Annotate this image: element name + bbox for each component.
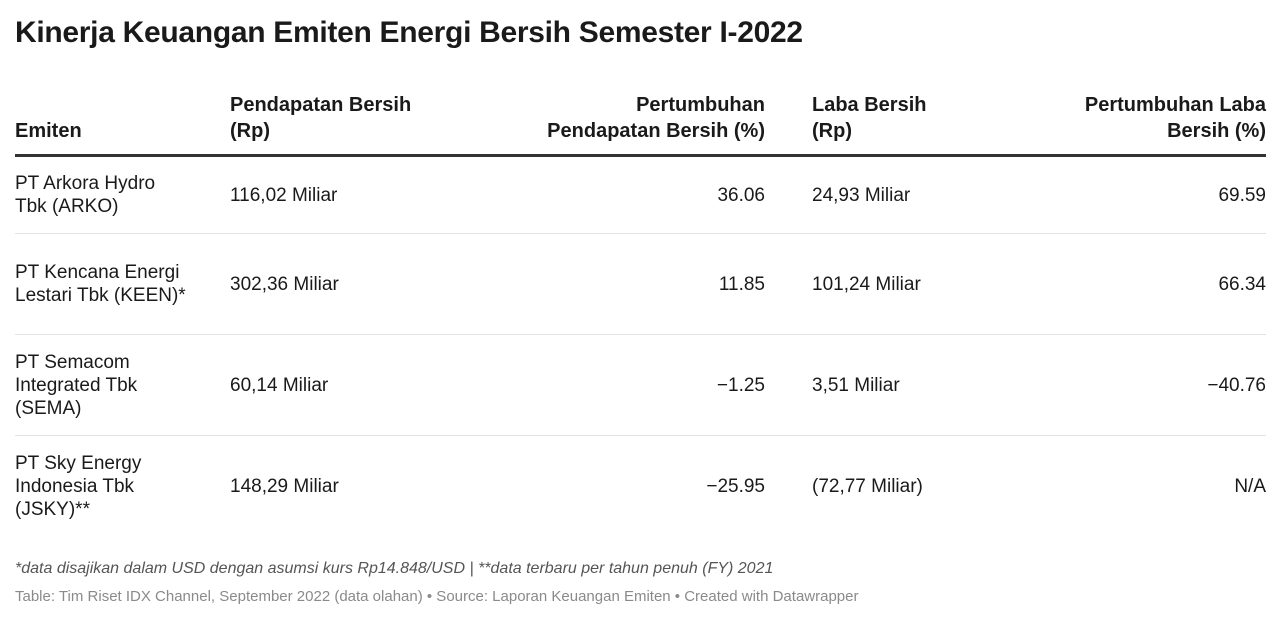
cell-laba: (72,77 Miliar) (812, 475, 923, 497)
cell-pertumbuhan-pendapatan: −25.95 (706, 475, 765, 497)
cell-pertumbuhan-laba: 69.59 (995, 155, 1266, 234)
source-line: Table: Tim Riset IDX Channel, September … (15, 587, 859, 605)
cell-pertumbuhan-pendapatan: 11.85 (525, 233, 765, 335)
cell-pertumbuhan-pendapatan: −1.25 (525, 334, 765, 436)
header-emiten[interactable]: Emiten (15, 92, 230, 157)
cell-laba: 24,93 Miliar (765, 155, 995, 234)
table-container: Kinerja Keuangan Emiten Energi Bersih Se… (15, 14, 1266, 607)
cell-pertumbuhan-laba: N/A (1234, 475, 1266, 497)
header-pertumbuhan-laba[interactable]: Pertumbuhan Laba Bersih (%) (995, 92, 1266, 157)
table-row: PT Arkora Hydro Tbk (ARKO) 116,02 Miliar… (15, 155, 1266, 234)
cell-emiten: PT Semacom Integrated Tbk (SEMA) (15, 334, 230, 436)
cell-pendapatan: 148,29 Miliar (230, 475, 339, 497)
header-row: Emiten Pendapatan Bersih (Rp) Pertumbuha… (15, 92, 1266, 157)
cell-pendapatan: 116,02 Miliar (230, 155, 525, 234)
header-pertumbuhan-pendapatan[interactable]: Pertumbuhan Pendapatan Bersih (%) (525, 92, 765, 157)
cell-pendapatan: 302,36 Miliar (230, 233, 525, 335)
cell-emiten: PT Kencana Energi Lestari Tbk (KEEN)* (15, 233, 230, 335)
cell-laba: 3,51 Miliar (765, 334, 995, 436)
cell-emiten: PT Sky Energy Indonesia Tbk (JSKY)** (15, 452, 142, 520)
footnote: *data disajikan dalam USD dengan asumsi … (15, 559, 774, 577)
table-row: PT Semacom Integrated Tbk (SEMA) 60,14 M… (15, 334, 1266, 436)
cell-pendapatan: 60,14 Miliar (230, 334, 525, 436)
cell-pertumbuhan-pendapatan: 36.06 (525, 155, 765, 234)
header-laba[interactable]: Laba Bersih (Rp) (765, 92, 995, 157)
table-row: PT Sky Energy Indonesia Tbk (JSKY)** 148… (15, 436, 1266, 537)
cell-emiten: PT Arkora Hydro Tbk (ARKO) (15, 155, 230, 234)
table-title: Kinerja Keuangan Emiten Energi Bersih Se… (15, 16, 803, 49)
cell-pertumbuhan-laba: 66.34 (995, 233, 1266, 335)
table-row: PT Kencana Energi Lestari Tbk (KEEN)* 30… (15, 233, 1266, 335)
cell-pertumbuhan-laba: −40.76 (995, 334, 1266, 436)
cell-laba: 101,24 Miliar (765, 233, 995, 335)
financial-table: Emiten Pendapatan Bersih (Rp) Pertumbuha… (15, 92, 1266, 537)
header-pendapatan[interactable]: Pendapatan Bersih (Rp) (230, 92, 525, 157)
